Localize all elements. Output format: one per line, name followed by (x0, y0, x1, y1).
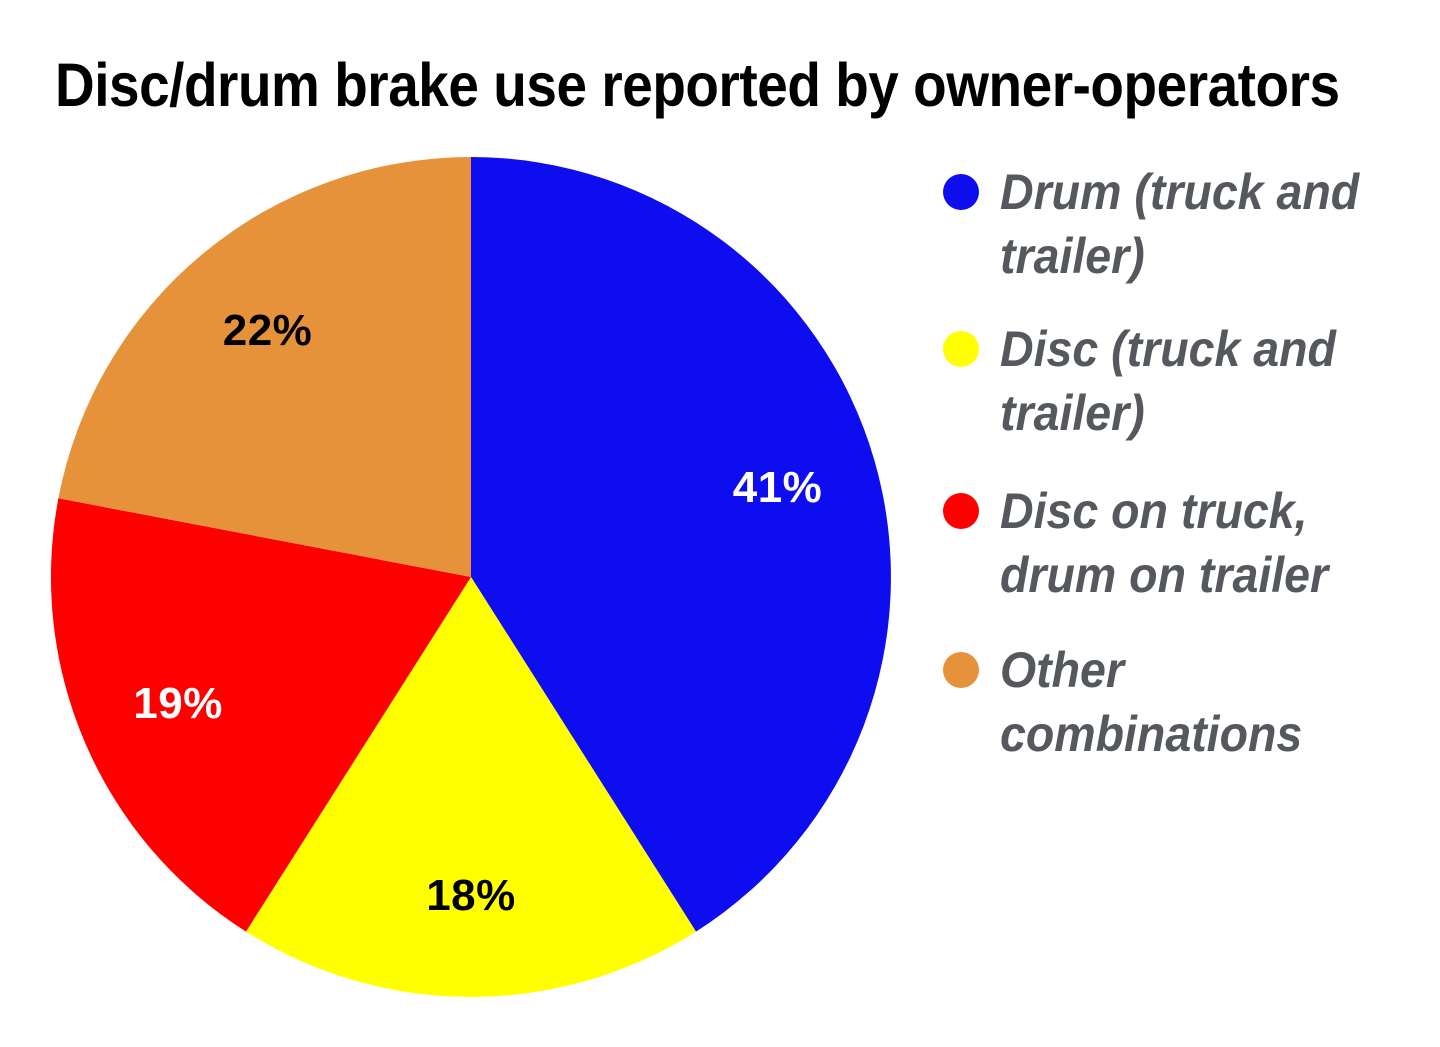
pie-slice (58, 156, 472, 577)
pie-slice-label-drum-both: 41% (732, 462, 823, 512)
pie-slice (246, 577, 696, 997)
pie-slice (50, 498, 472, 932)
chart-title: Disc/drum brake use reported by owner-op… (55, 51, 1340, 119)
pie-slice-label-disc-both: 18% (426, 871, 516, 921)
pie-slice (471, 157, 891, 932)
pie-slice-label-other: 22% (222, 306, 313, 356)
pie-slice-label-disc-truck-drum-trailer: 19% (133, 678, 223, 728)
